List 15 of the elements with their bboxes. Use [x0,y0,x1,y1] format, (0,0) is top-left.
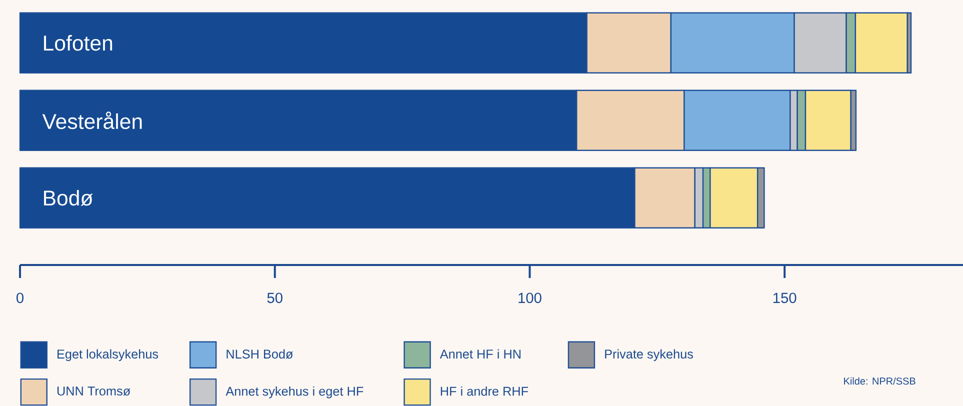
x-tick-label: 50 [267,292,282,304]
legend-label: HF i andre RHF [440,386,528,396]
x-tick-label: 100 [518,292,542,304]
legend-label: Annet sykehus i eget HF [226,386,364,398]
legend-label: Annet HF i HN [440,349,520,359]
x-tick-label: 0 [16,292,24,304]
legend-label: UNN Tromsø [57,386,130,396]
y-tick-label: Lofoten [44,35,112,51]
y-tick-label: Vesterålen [42,112,142,130]
x-tick-label: 150 [773,292,796,304]
text: Kilde: NPR/SSB [844,377,916,385]
y-tick-label: Bodø [44,190,93,206]
legend-label: Private sykehus [605,349,693,362]
legend-label: Eget lokalsykehus [58,349,158,362]
legend-label: NLSH Bodø [226,349,293,359]
